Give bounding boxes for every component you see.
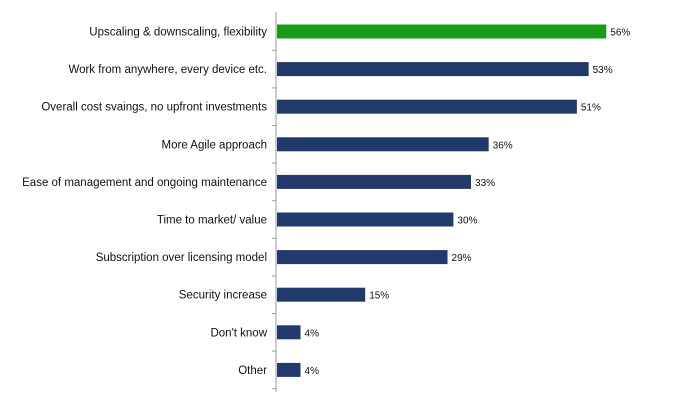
value-label: 33% xyxy=(475,178,495,189)
value-label: 51% xyxy=(581,103,601,114)
category-label: Security increase xyxy=(179,290,267,302)
bars-group: Upscaling & downscaling, flexibility 56% W… xyxy=(22,24,630,390)
value-label: 30% xyxy=(457,216,477,227)
category-label: Time to market/ value xyxy=(157,215,267,227)
value-label: 4% xyxy=(305,366,320,377)
category-label: Other xyxy=(238,365,267,377)
value-label: 4% xyxy=(305,328,320,339)
bar xyxy=(277,99,577,114)
category-label: Overall cost svaings, no upfront investm… xyxy=(41,102,267,114)
bar xyxy=(277,137,489,152)
bar xyxy=(277,24,607,39)
category-label: Ease of management and ongoing maintenan… xyxy=(22,177,267,189)
bar xyxy=(277,250,448,265)
bar xyxy=(277,325,301,340)
value-label: 56% xyxy=(610,28,630,39)
category-label: Don't know xyxy=(210,327,267,339)
category-label: More Agile approach xyxy=(162,139,267,151)
value-label: 53% xyxy=(593,65,613,76)
value-label: 29% xyxy=(452,253,472,264)
bar xyxy=(277,362,301,377)
bar xyxy=(277,174,472,189)
category-label: Subscription over licensing model xyxy=(96,252,267,264)
category-label: Upscaling & downscaling, flexibility xyxy=(89,27,267,39)
bar xyxy=(277,287,366,302)
value-label: 36% xyxy=(493,140,513,151)
bar xyxy=(277,212,454,227)
category-label: Work from anywhere, every device etc. xyxy=(68,64,267,76)
value-label: 15% xyxy=(369,291,389,302)
bar xyxy=(277,62,589,77)
